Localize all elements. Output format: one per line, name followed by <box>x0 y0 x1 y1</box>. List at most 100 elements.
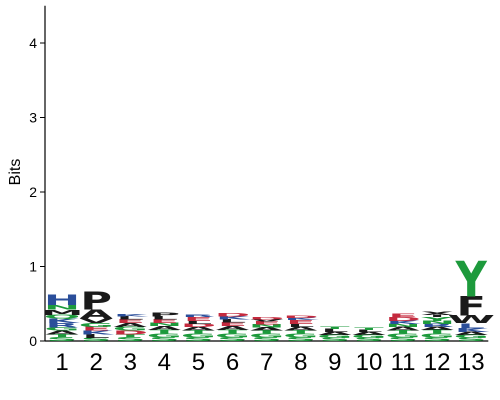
logo-letter: A <box>45 330 79 336</box>
logo-letter: A <box>455 331 489 336</box>
logo-letter: S <box>285 337 316 343</box>
logo-letter: S <box>251 337 282 343</box>
logo-letter: E <box>184 316 213 322</box>
logo-letter: A <box>318 331 352 336</box>
letter-stacks: STAGRKQMNHSLKEGVAPSTDGAELKSGTANELPSGTADL… <box>41 251 495 343</box>
logo-letter: S <box>217 337 248 343</box>
x-tick-label: 7 <box>260 349 273 376</box>
logo-letter: T <box>218 329 247 335</box>
x-tick-label: 13 <box>458 349 485 376</box>
logo-letter: R <box>45 322 79 329</box>
logo-letter: L <box>458 322 485 330</box>
logo-letter: K <box>386 320 421 325</box>
logo-letter: L <box>117 316 144 321</box>
logo-letter: E <box>218 322 247 328</box>
logo-letter: K <box>284 317 319 321</box>
logo-letter: G <box>454 334 489 339</box>
logo-letter: S <box>388 337 419 343</box>
logo-letter: L <box>219 319 246 324</box>
logo-letter: A <box>79 308 113 322</box>
logo-letter: Y <box>420 316 454 322</box>
logo-letter: E <box>150 319 179 325</box>
logo-letter: Y <box>455 251 488 308</box>
logo-letter: L <box>321 328 348 333</box>
logo-letter: A <box>386 326 420 332</box>
logo-letter: K <box>45 318 80 325</box>
logo-letter: D <box>385 316 421 322</box>
y-tick-label: 1 <box>29 259 37 275</box>
logo-letter: G <box>113 326 148 332</box>
x-tick-label: 5 <box>192 349 205 376</box>
logo-letter: L <box>82 334 109 340</box>
logo-letter: G <box>147 333 182 339</box>
logo-letter: S <box>353 337 384 342</box>
logo-letter: S <box>47 337 78 343</box>
logo-letter: R <box>421 323 454 328</box>
logo-letter: T <box>320 326 350 330</box>
logo-letter: N <box>44 304 80 311</box>
logo-letter: G <box>385 333 420 339</box>
y-axis-label: Bits <box>7 159 24 186</box>
logo-letter: G <box>44 327 79 332</box>
logo-letter: A <box>420 326 454 331</box>
logo-letter: T <box>150 329 179 335</box>
y-tick-label: 0 <box>29 333 37 349</box>
logo-letter: T <box>116 334 146 339</box>
logo-letter: G <box>419 333 454 339</box>
logo-letter: L <box>355 329 382 333</box>
logo-letter: G <box>181 333 216 339</box>
logo-letter: S <box>319 337 350 342</box>
logo-letter: F <box>457 292 486 322</box>
logo-letter: T <box>388 330 418 335</box>
logo-letter: Q <box>44 314 81 320</box>
logo-letter: E <box>252 321 281 326</box>
logo-letter: N <box>146 322 182 327</box>
logo-letter: P <box>80 287 112 316</box>
logo-letter: T <box>184 330 214 335</box>
logo-letter: S <box>456 337 487 342</box>
logo-letter: E <box>286 319 315 325</box>
logo-letter: D <box>112 330 148 336</box>
logo-letter: N <box>419 320 455 325</box>
logo-letter: E <box>81 326 110 332</box>
logo-letter: N <box>249 324 285 329</box>
logo-letter: G <box>317 334 352 339</box>
logo-letter: K <box>455 328 490 334</box>
logo-letter: A <box>182 326 216 332</box>
logo-letter: L <box>185 320 212 325</box>
logo-letter: T <box>286 330 316 335</box>
y-tick-label: 3 <box>29 110 37 126</box>
logo-letter: S <box>81 337 112 342</box>
logo-letter: E <box>116 319 145 325</box>
logo-letter: D <box>181 323 217 328</box>
y-axis: 0 1 2 3 4 <box>29 5 46 349</box>
x-tick-label: 2 <box>89 349 102 376</box>
logo-letter: T <box>354 327 384 331</box>
logo-letter: M <box>41 308 84 316</box>
x-axis: 1 2 3 4 5 6 7 8 9 10 11 12 13 <box>45 340 489 376</box>
logo-letter: V <box>250 319 284 323</box>
y-tick-label: 2 <box>29 184 37 200</box>
logo-letter: D <box>283 315 319 319</box>
logo-letter: T <box>252 330 282 335</box>
logo-letter: A <box>352 331 386 336</box>
logo-letter: G <box>215 333 250 339</box>
x-tick-label: 3 <box>124 349 137 376</box>
x-tick-label: 9 <box>328 349 341 376</box>
x-tick-label: 4 <box>158 349 171 376</box>
logo-letter: A <box>250 327 284 332</box>
logo-letter: X <box>421 311 454 316</box>
logo-letter: W <box>448 314 495 326</box>
logo-letter: A <box>114 322 148 328</box>
x-tick-label: 6 <box>226 349 239 376</box>
